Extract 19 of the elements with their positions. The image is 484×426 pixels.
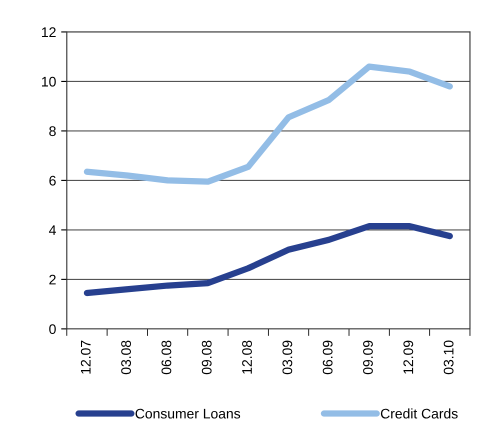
x-tick-label: 09.09 [363,340,373,374]
legend-label: Consumer Loans [136,408,240,419]
x-tick-label: 09.08 [202,340,212,374]
x-tick-label: 03.09 [282,340,292,374]
x-tick-label: 12.08 [242,340,252,374]
y-tick-label: 12 [42,27,56,37]
x-tick-label: 06.08 [161,340,172,374]
y-tick-label: 10 [42,76,56,87]
y-tick-label: 6 [49,176,56,186]
legend-label: Credit Cards [380,408,458,419]
y-tick-label: 8 [49,126,56,136]
y-tick-label: 4 [48,225,56,235]
x-tick-label: 12.09 [403,340,414,374]
x-tick-label: 06.09 [322,340,333,374]
y-tick-label: 2 [49,274,56,284]
x-tick-label: 03.10 [444,340,454,374]
x-tick-label: 12.07 [80,340,91,374]
x-tick-label: 03.08 [121,340,131,374]
y-tick-label: 0 [49,324,56,334]
